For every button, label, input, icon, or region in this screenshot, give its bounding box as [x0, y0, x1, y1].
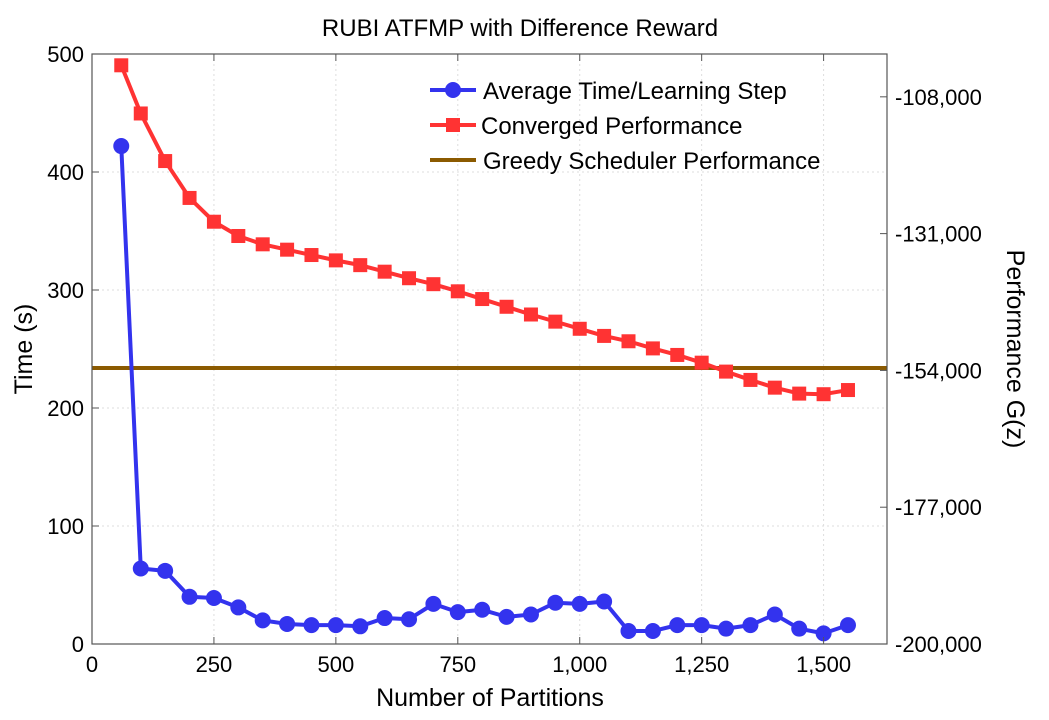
- y2-tick-label: -200,000: [895, 632, 982, 657]
- y2-tick-label: -177,000: [895, 495, 982, 520]
- x-tick-label: 1,250: [674, 652, 729, 677]
- converged-performance-point: [719, 364, 734, 379]
- converged-performance-point: [499, 299, 514, 314]
- legend: Average Time/Learning Step Converged Per…: [430, 78, 821, 175]
- converged-performance-point: [475, 292, 490, 307]
- y-tick-label: 100: [47, 514, 84, 539]
- converged-performance-point: [694, 355, 709, 370]
- average-time-point: [181, 588, 198, 605]
- converged-performance-point: [206, 214, 221, 229]
- average-time-point: [815, 625, 832, 642]
- converged-performance-point: [377, 264, 392, 279]
- converged-performance-point: [645, 341, 660, 356]
- legend-label-converged: Converged Performance: [481, 113, 742, 140]
- converged-performance-point: [523, 307, 538, 322]
- series-converged: [114, 58, 855, 402]
- average-time-point: [620, 623, 637, 640]
- converged-performance-point: [426, 277, 441, 292]
- x-tick-label: 1,500: [796, 652, 851, 677]
- average-time-point: [742, 617, 759, 634]
- average-time-point: [474, 601, 491, 618]
- average-time-point: [254, 612, 271, 629]
- x-tick-label: 750: [439, 652, 476, 677]
- plot-background: [92, 54, 887, 644]
- average-time-point: [279, 615, 296, 632]
- converged-performance-point: [743, 372, 758, 387]
- y2-axis-label: Performance G(z): [1001, 250, 1029, 449]
- y-tick-label: 400: [47, 160, 84, 185]
- average-time-point: [376, 610, 393, 627]
- converged-performance-point: [231, 228, 246, 243]
- legend-marker-converged: [446, 118, 460, 132]
- converged-performance-point: [328, 253, 343, 268]
- converged-performance-point: [621, 334, 636, 349]
- average-time-point: [669, 617, 686, 634]
- legend-label-greedy: Greedy Scheduler Performance: [483, 148, 821, 175]
- y2-tick-label: -154,000: [895, 358, 982, 383]
- series-average-time: [113, 138, 856, 642]
- average-time-point: [498, 608, 515, 625]
- y-tick-label: 300: [47, 278, 84, 303]
- converged-performance-point: [670, 347, 685, 362]
- y-axis-left: 0 100 200 300 400 500: [47, 42, 99, 657]
- converged-performance-point: [840, 383, 855, 398]
- average-time-point: [449, 604, 466, 621]
- average-time-point: [425, 595, 442, 612]
- average-time-point: [547, 594, 564, 611]
- converged-performance-point: [158, 154, 173, 169]
- plot-frame: [91, 53, 888, 645]
- average-time-point: [718, 620, 735, 637]
- average-time-point: [791, 620, 808, 637]
- average-time-point: [766, 606, 783, 623]
- converged-performance-point: [133, 106, 148, 121]
- converged-performance-point: [255, 237, 270, 252]
- average-time-point: [113, 138, 130, 155]
- y-tick-label: 500: [47, 42, 84, 67]
- y2-tick-label: -131,000: [895, 222, 982, 247]
- converged-performance-point: [304, 248, 319, 263]
- average-time-point: [132, 560, 149, 577]
- plot-area: [91, 53, 888, 645]
- average-time-point: [644, 623, 661, 640]
- converged-performance-point: [572, 321, 587, 336]
- converged-performance-point: [353, 258, 368, 273]
- average-time-point: [839, 617, 856, 634]
- average-time-point: [157, 562, 174, 579]
- converged-performance-point: [450, 284, 465, 299]
- converged-performance-point: [182, 190, 197, 205]
- average-time-point: [352, 618, 369, 635]
- converged-performance-point: [402, 271, 417, 286]
- converged-performance-point: [597, 328, 612, 343]
- y-axis-right: -200,000 -177,000 -154,000 -131,000 -108,000: [880, 85, 982, 657]
- average-time-point: [303, 617, 320, 634]
- converged-performance-point: [767, 380, 782, 395]
- average-time-point: [571, 595, 588, 612]
- chart-title: RUBI ATFMP with Difference Reward: [322, 15, 718, 42]
- converged-performance-point: [792, 386, 807, 401]
- legend-marker-average-time: [445, 82, 461, 98]
- legend-label-average-time: Average Time/Learning Step: [483, 78, 787, 105]
- average-time-point: [230, 599, 247, 616]
- average-time-point: [327, 617, 344, 634]
- converged-performance-point: [280, 242, 295, 257]
- average-time-point: [693, 617, 710, 634]
- average-time-point: [522, 606, 539, 623]
- average-time-point: [596, 593, 613, 610]
- x-tick-label: 250: [196, 652, 233, 677]
- x-axis: 0 250 500 750 1,000 1,250 1,500: [86, 54, 851, 677]
- average-time-point: [401, 611, 418, 628]
- converged-performance-point: [816, 387, 831, 402]
- average-time-point: [205, 589, 222, 606]
- x-tick-label: 1,000: [552, 652, 607, 677]
- converged-performance-point: [114, 58, 129, 73]
- y-tick-label: 0: [72, 632, 84, 657]
- y-axis-label: Time (s): [10, 304, 38, 395]
- x-tick-label: 0: [86, 652, 98, 677]
- x-axis-label: Number of Partitions: [376, 684, 604, 712]
- y2-tick-label: -108,000: [895, 85, 982, 110]
- x-tick-label: 500: [318, 652, 355, 677]
- converged-performance-point: [548, 314, 563, 329]
- y-tick-label: 200: [47, 396, 84, 421]
